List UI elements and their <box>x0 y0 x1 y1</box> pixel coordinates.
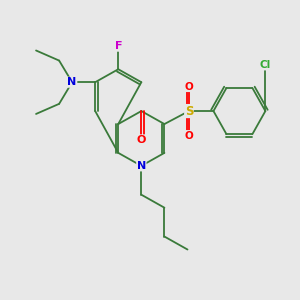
Text: O: O <box>184 130 193 141</box>
Text: O: O <box>184 82 193 92</box>
Text: S: S <box>185 105 193 118</box>
Text: N: N <box>137 161 146 171</box>
Text: N: N <box>68 77 77 87</box>
Text: Cl: Cl <box>260 60 271 70</box>
Text: O: O <box>137 135 146 145</box>
Text: F: F <box>115 41 122 51</box>
